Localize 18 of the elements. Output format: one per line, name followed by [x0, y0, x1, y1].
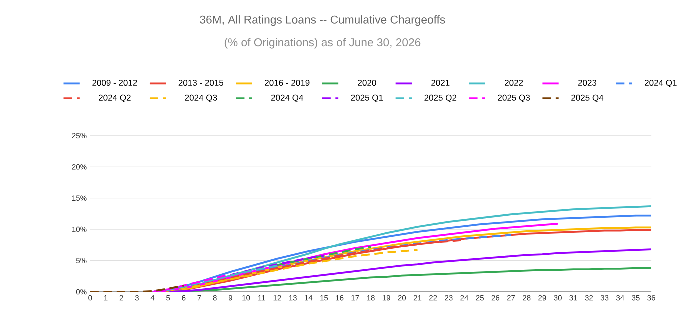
- legend-label: 2016 - 2019: [265, 80, 310, 86]
- legend-label: 2013 - 2015: [178, 80, 224, 86]
- legend-label: 2024 Q3: [185, 94, 218, 102]
- legend-label: 2025 Q4: [572, 94, 604, 102]
- legend-label: 2022: [505, 80, 524, 86]
- legend-label: 2020: [358, 80, 376, 86]
- legend-label: 2024 Q1: [645, 80, 677, 88]
- legend-label: 2025 Q3: [498, 94, 530, 102]
- legend-label: 2009 - 2012: [92, 80, 138, 86]
- legend-label: 2024 Q4: [271, 94, 304, 102]
- chart-title: 36M, All Ratings Loans -- Cumulative Chargeoffs: [200, 16, 446, 26]
- line-series: [276, 246, 372, 266]
- legend-label: 2023: [578, 80, 597, 86]
- legend-label: 2025 Q1: [351, 94, 384, 102]
- legend-label: 2024 Q2: [99, 94, 131, 102]
- legend-label: 2025 Q2: [424, 94, 457, 102]
- legend-label: 2021: [432, 80, 450, 86]
- chart-subtitle: (% of Originations) as of June 30, 2026: [224, 38, 421, 49]
